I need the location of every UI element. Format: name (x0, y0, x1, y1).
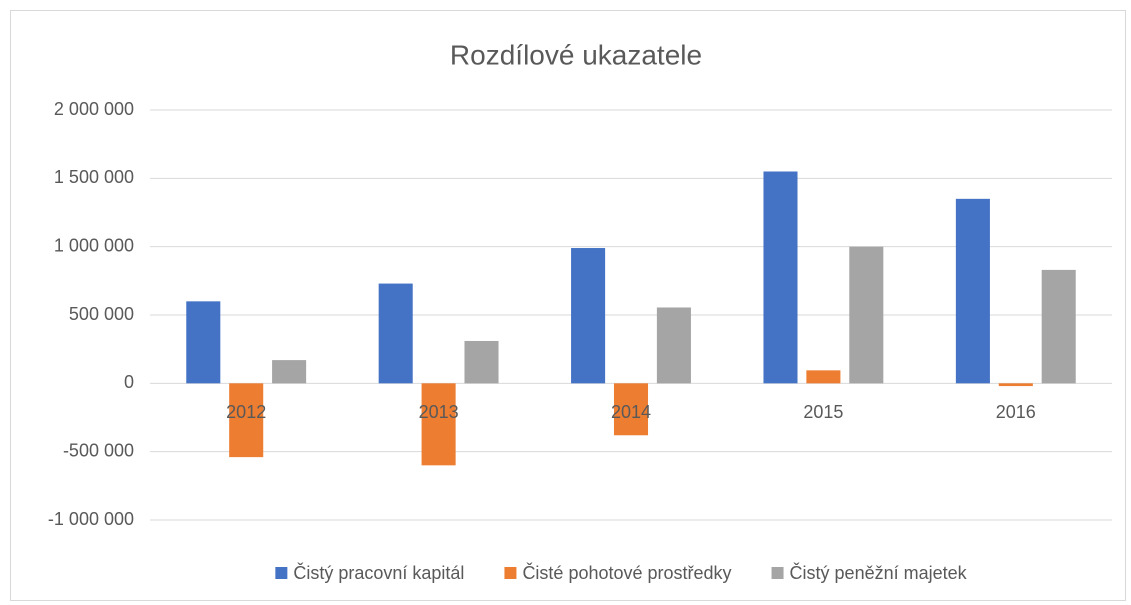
bar (378, 283, 413, 384)
legend-label: Čistý peněžní majetek (790, 562, 968, 583)
bar (1041, 269, 1076, 384)
bar (464, 340, 499, 384)
y-tick-label: -500 000 (63, 440, 134, 460)
y-tick-label: 1 000 000 (54, 235, 134, 255)
x-tick-label: 2013 (419, 402, 459, 422)
bar (955, 198, 990, 384)
bar (763, 171, 798, 384)
bar (998, 383, 1033, 387)
bar (849, 246, 884, 384)
bar (421, 383, 456, 466)
chart-title: Rozdílové ukazatele (450, 39, 702, 70)
bar (613, 383, 649, 436)
x-tick-label: 2014 (611, 402, 651, 422)
legend-swatch (275, 567, 288, 579)
y-tick-label: -1 000 000 (48, 509, 134, 529)
y-tick-label: 500 000 (69, 304, 134, 324)
bar (186, 301, 221, 384)
x-tick-label: 2016 (996, 402, 1036, 422)
bar (272, 360, 307, 384)
y-tick-label: 2 000 000 (54, 99, 134, 119)
legend-swatch (771, 567, 784, 579)
x-tick-label: 2012 (226, 402, 266, 422)
legend-label: Čistý pracovní kapitál (293, 562, 464, 583)
legend-swatch (504, 567, 517, 579)
y-tick-label: 1 500 000 (54, 167, 134, 187)
y-tick-label: 0 (124, 372, 134, 392)
x-tick-label: 2015 (803, 402, 843, 422)
bar (571, 248, 606, 384)
legend-label: Čisté pohotové prostředky (522, 562, 731, 583)
bar (229, 383, 264, 458)
bar (806, 370, 841, 384)
bar (656, 307, 691, 384)
